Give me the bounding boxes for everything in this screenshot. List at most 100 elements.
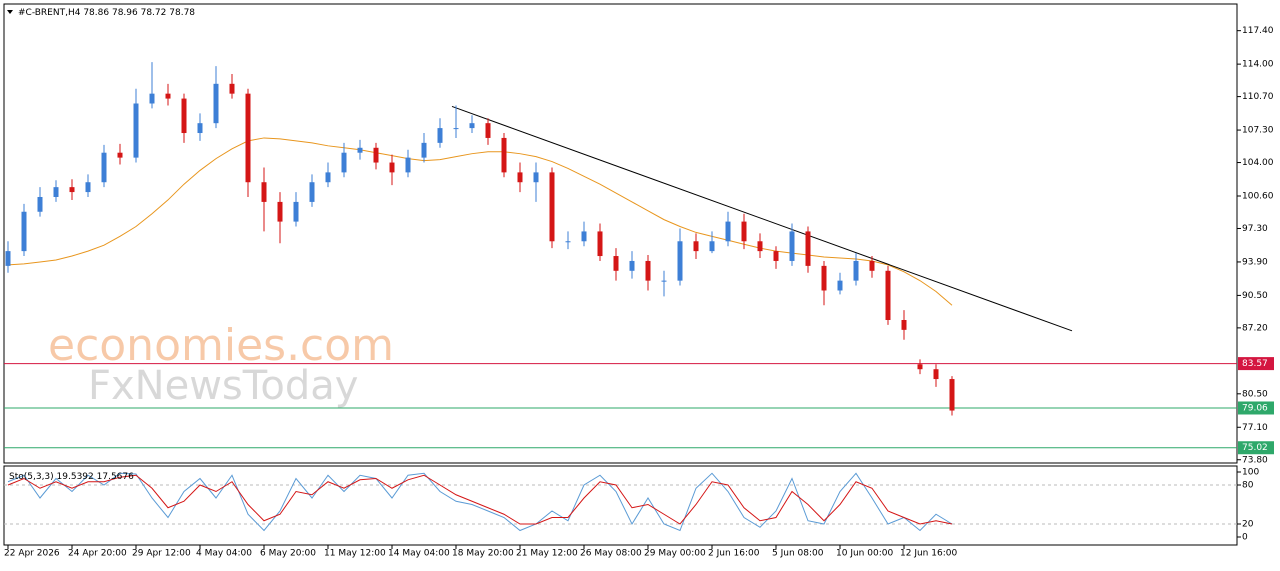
x-tick-label: 26 May 08:00 [580,549,642,559]
stoch-line [7,472,953,532]
y-tick-label: 90.50 [1242,291,1268,301]
x-tick-label: 24 Apr 20:00 [68,549,127,559]
candle-body [293,201,299,222]
trendline [451,105,1073,332]
y-tick-label: 104.00 [1242,158,1274,168]
candle-body [757,241,763,252]
candle-body [405,157,411,173]
candle-body [165,93,171,99]
candle-body [581,231,587,242]
watermark: FxNewsToday [88,363,358,409]
y-tick-label: 80.50 [1242,389,1268,399]
quote-value: 78.96 [112,8,138,18]
x-tick-label: 2 Jun 16:00 [708,549,760,559]
candle-body [501,137,507,173]
y-tick-label: 87.20 [1242,323,1268,333]
candle-body [341,152,347,173]
level-label: 83.57 [1242,359,1268,369]
stoch-line [7,474,953,525]
candle-body [309,182,315,202]
y-tick-label: 110.70 [1242,92,1274,102]
quote-value: 78.86 [83,8,109,18]
candle-body [261,182,267,202]
candle-body [549,172,555,242]
candle-body [661,280,667,282]
symbol: #C-BRENT,H4 78.86 78.96 78.72 78.78 [18,8,195,18]
candle-body [693,241,699,252]
x-tick-label: 5 Jun 08:00 [772,549,824,559]
x-tick-label: 18 May 20:00 [452,549,514,559]
stoch-tick-label: 80 [1242,481,1254,491]
candle-body [917,364,923,370]
candle-body [949,379,955,411]
x-tick-label: 29 Apr 12:00 [132,549,191,559]
candle-body [101,152,107,183]
level-box [1238,401,1274,415]
candle-body [85,182,91,193]
candle-body [373,147,379,163]
candle-body [245,93,251,183]
symbol-name: #C-BRENT,H4 [18,8,81,18]
candle-body [725,221,731,242]
candle-body [197,123,203,134]
stoch-tick-label: 100 [1242,468,1259,478]
candle-body [789,231,795,261]
candle-body [149,93,155,104]
candle-body [709,241,715,252]
x-tick-label: 14 May 04:00 [388,549,450,559]
candle-body [517,172,523,183]
candle-body [21,211,27,252]
candle-body [677,241,683,281]
stoch-label: Sto(5,3,3) 19.5392 17.5676 [9,472,134,482]
candle-body [133,103,139,158]
quote-value: 78.72 [141,8,167,18]
header: #C-BRENT,H4 78.86 78.96 78.72 78.78 [18,8,195,18]
candle-body [213,83,219,124]
candle-body [853,260,859,281]
level-label: 79.06 [1242,403,1268,413]
candle-body [277,201,283,222]
candle-body [773,251,779,261]
candle-body [229,83,235,94]
candle-body [389,162,395,173]
x-tick-label: 21 May 12:00 [516,549,578,559]
x-tick-label: 6 May 20:00 [260,549,316,559]
quote-value: 78.78 [169,8,195,18]
y-tick-label: 97.30 [1242,224,1268,234]
y-tick-label: 93.90 [1242,257,1268,267]
candle-body [629,260,635,271]
x-tick-label: 10 Jun 00:00 [836,549,893,559]
candle-body [741,221,747,242]
candle-body [837,280,843,291]
candle-body [805,231,811,266]
y-tick-label: 114.00 [1242,60,1274,70]
candle-body [901,320,907,330]
y-tick-label: 117.40 [1242,26,1274,36]
candle-body [325,172,331,183]
moving-average [7,137,953,306]
x-tick-label: 22 Apr 2026 [4,549,60,559]
x-tick-label: 11 May 12:00 [324,549,386,559]
y-tick-label: 77.10 [1242,423,1268,433]
candle-body [885,270,891,321]
candle-body [437,128,443,143]
candle-body [821,265,827,291]
menu-arrow[interactable] [7,10,13,14]
candle-body [53,187,59,197]
stoch-value: 19.5392 [57,472,94,482]
x-tick-label: 4 May 04:00 [196,549,252,559]
candle-body [469,123,475,129]
stoch-panel [3,465,1238,546]
y-tick-label: 107.30 [1242,126,1274,136]
candle-body [933,369,939,380]
candle-body [453,128,459,130]
main-panel [3,3,1238,464]
candle-body [613,256,619,271]
candle-body [5,251,11,266]
level-box [1238,357,1274,371]
stoch-value: 17.5676 [97,472,134,482]
y-tick-label: 73.80 [1242,455,1268,465]
candle-body [645,260,651,281]
